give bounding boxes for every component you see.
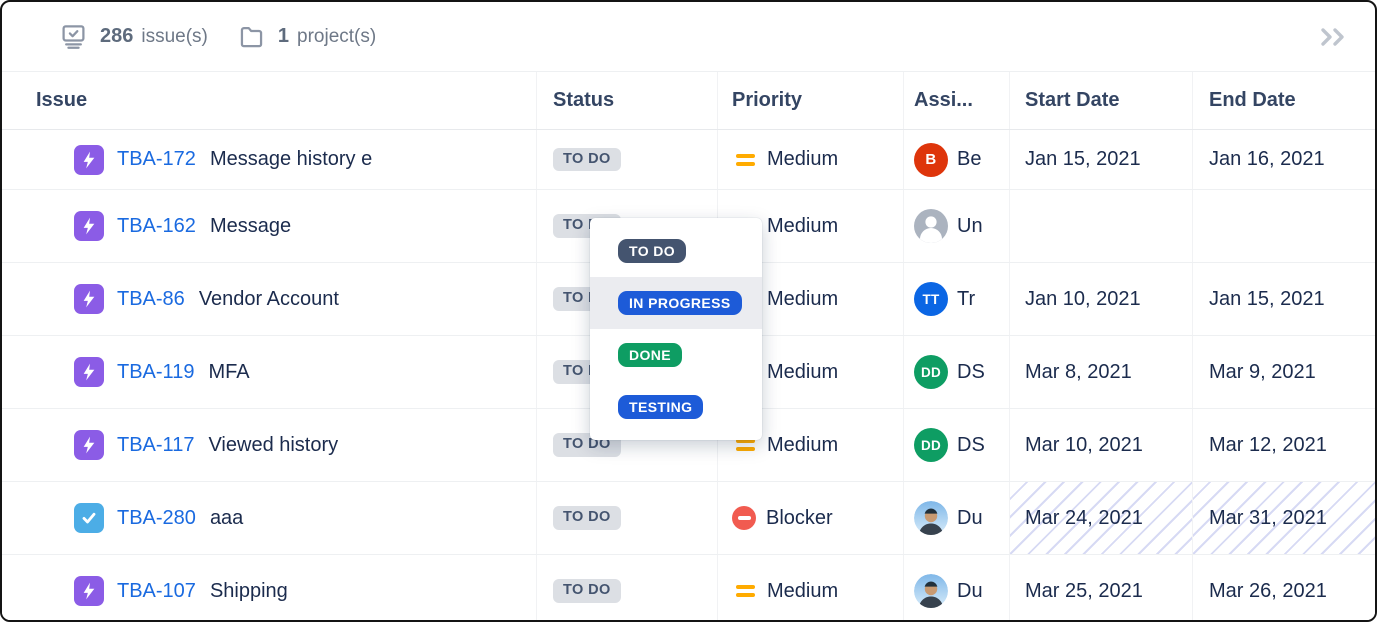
column-header-priority: Priority <box>718 72 904 129</box>
end-date-cell[interactable]: Jan 16, 2021 <box>1209 148 1325 170</box>
issue-key-link[interactable]: TBA-107 <box>117 579 196 602</box>
issue-summary: Message <box>209 214 292 237</box>
assignee-name: Tr <box>957 287 976 310</box>
start-date-cell[interactable]: Mar 8, 2021 <box>1010 336 1193 408</box>
story-type-icon <box>74 211 104 241</box>
assignee-name: DS <box>957 433 985 456</box>
issue-summary: Vendor Account <box>198 287 339 310</box>
testing-lozenge[interactable]: TESTING <box>618 394 704 420</box>
assignee-name: Be <box>957 148 982 170</box>
table-row[interactable]: TBA-280 aaa TO DO Blocker Du Mar 24, 202… <box>2 482 1375 555</box>
column-header-start-date: Start Date <box>1010 72 1193 129</box>
done-lozenge[interactable]: DONE <box>618 342 683 368</box>
table-header: Issue Status Priority Assi... Start Date… <box>2 72 1375 130</box>
status-option-done[interactable]: DONE <box>590 329 762 381</box>
story-type-icon <box>74 430 104 460</box>
story-type-icon <box>74 576 104 606</box>
priority-medium-icon <box>732 578 758 604</box>
priority-label: Medium <box>767 148 839 170</box>
status-option-todo[interactable]: TO DO <box>590 225 762 277</box>
issue-summary: Shipping <box>209 579 288 602</box>
collapse-panel-icon[interactable] <box>1319 25 1349 49</box>
issue-key-link[interactable]: TBA-86 <box>117 287 185 310</box>
priority-label: Medium <box>767 360 839 383</box>
projects-count: 1 <box>277 25 290 47</box>
issues-counter: 286 issue(s) <box>60 23 208 50</box>
issue-key-link[interactable]: TBA-162 <box>117 214 196 237</box>
assignee-name: Du <box>957 579 983 602</box>
task-type-icon <box>74 503 104 533</box>
column-header-end-date: End Date <box>1209 89 1296 111</box>
issue-summary: MFA <box>208 360 250 383</box>
story-type-icon <box>74 144 104 175</box>
avatar[interactable]: DD <box>914 355 948 389</box>
status-option-in-progress[interactable]: IN PROGRESS <box>590 277 762 329</box>
folder-icon <box>240 26 263 48</box>
end-date-cell-pending[interactable]: Mar 31, 2021 <box>1193 482 1375 554</box>
avatar[interactable]: TT <box>914 282 948 316</box>
end-date-cell[interactable]: Mar 12, 2021 <box>1209 433 1327 456</box>
issue-key-link[interactable]: TBA-117 <box>117 433 195 456</box>
priority-label: Medium <box>767 214 839 237</box>
column-header-status: Status <box>537 72 718 129</box>
priority-medium-icon <box>732 147 758 173</box>
avatar[interactable]: DD <box>914 428 948 462</box>
story-type-icon <box>74 357 104 387</box>
start-date-cell[interactable] <box>1010 190 1193 262</box>
table-row[interactable]: TBA-107 Shipping TO DO Medium Du Mar 25,… <box>2 555 1375 620</box>
column-header-assignee: Assi... <box>904 72 1010 129</box>
status-lozenge[interactable]: TO DO <box>553 579 621 603</box>
status-dropdown-menu: TO DO IN PROGRESS DONE TESTING <box>590 218 762 440</box>
assignee-name: Du <box>957 506 983 529</box>
user-photo-avatar[interactable] <box>914 501 948 535</box>
start-date-cell-pending[interactable]: Mar 24, 2021 <box>1010 482 1193 554</box>
end-date-cell[interactable]: Mar 26, 2021 <box>1209 579 1327 602</box>
avatar[interactable]: B <box>914 142 948 177</box>
assignee-name: Un <box>957 214 983 237</box>
table-row[interactable]: TBA-172 Message history e TO DO Medium B… <box>2 130 1375 190</box>
issue-key-link[interactable]: TBA-172 <box>117 148 196 170</box>
issues-count: 286 <box>100 25 134 47</box>
assignee-name: DS <box>957 360 985 383</box>
issues-label: issue(s) <box>141 25 208 47</box>
issues-stack-icon <box>62 25 85 49</box>
end-date-cell[interactable]: Jan 15, 2021 <box>1209 287 1325 310</box>
priority-label: Medium <box>767 433 839 456</box>
issue-summary: Message history e <box>209 148 373 170</box>
status-option-testing[interactable]: TESTING <box>590 381 762 433</box>
priority-blocker-icon <box>732 506 756 530</box>
priority-label: Medium <box>767 287 839 310</box>
issue-summary: Viewed history <box>208 433 339 456</box>
issue-key-link[interactable]: TBA-280 <box>117 506 196 529</box>
user-photo-avatar[interactable] <box>914 574 948 608</box>
status-lozenge[interactable]: TO DO <box>553 506 621 530</box>
unassigned-avatar-icon[interactable] <box>914 209 948 243</box>
priority-label: Medium <box>767 579 839 602</box>
issue-summary: aaa <box>209 506 244 529</box>
projects-label: project(s) <box>297 25 377 47</box>
priority-medium-icon <box>732 432 758 458</box>
end-date-cell[interactable]: Mar 9, 2021 <box>1209 360 1316 383</box>
start-date-cell[interactable]: Jan 15, 2021 <box>1010 130 1193 189</box>
start-date-cell[interactable]: Mar 10, 2021 <box>1010 409 1193 481</box>
projects-counter: 1 project(s) <box>238 23 376 50</box>
column-header-issue: Issue <box>2 72 537 129</box>
start-date-cell[interactable]: Mar 25, 2021 <box>1010 555 1193 620</box>
summary-bar: 286 issue(s) 1 project(s) <box>2 2 1375 72</box>
issue-key-link[interactable]: TBA-119 <box>117 360 195 383</box>
status-lozenge[interactable]: TO DO <box>553 147 621 172</box>
start-date-cell[interactable]: Jan 10, 2021 <box>1010 263 1193 335</box>
end-date-cell[interactable] <box>1193 190 1375 262</box>
story-type-icon <box>74 284 104 314</box>
priority-label: Blocker <box>766 506 833 529</box>
todo-lozenge[interactable]: TO DO <box>618 238 687 264</box>
in-progress-lozenge[interactable]: IN PROGRESS <box>618 290 742 316</box>
